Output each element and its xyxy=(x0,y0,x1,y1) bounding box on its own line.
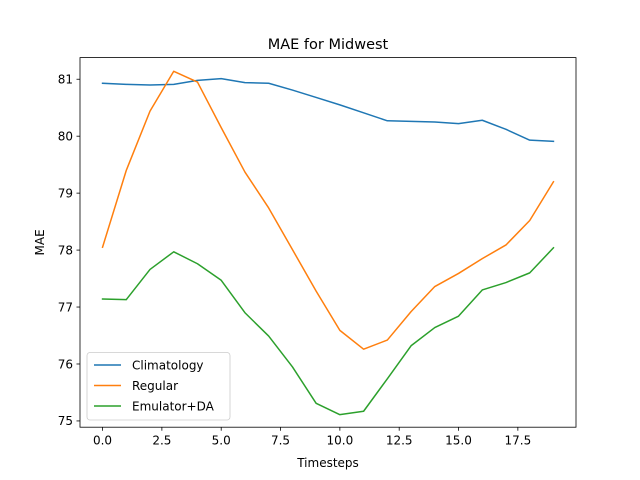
legend-label-climatology: Climatology xyxy=(132,358,204,372)
y-axis-label: MAE xyxy=(33,229,47,255)
x-tick-label: 0.0 xyxy=(93,434,112,448)
y-tick-label: 75 xyxy=(58,414,73,428)
y-tick-label: 76 xyxy=(58,357,73,371)
x-axis: 0.0 2.5 5.0 7.5 10.0 12.5 15.0 17.5 xyxy=(93,427,531,448)
x-tick-label: 15.0 xyxy=(445,434,472,448)
y-tick-label: 77 xyxy=(58,300,73,314)
plot-lines xyxy=(101,70,555,416)
series-line-emulator-da xyxy=(101,246,555,416)
series-line-climatology xyxy=(101,77,555,143)
x-tick-label: 10.0 xyxy=(327,434,354,448)
x-tick-label: 12.5 xyxy=(386,434,413,448)
x-axis-label: Timesteps xyxy=(296,456,359,470)
legend-box xyxy=(86,352,231,421)
x-tick-label: 7.5 xyxy=(271,434,290,448)
x-tick-label: 5.0 xyxy=(212,434,231,448)
series-line-regular xyxy=(101,70,555,350)
x-tick-label: 17.5 xyxy=(504,434,531,448)
y-tick-label: 80 xyxy=(58,129,73,143)
y-tick-label: 79 xyxy=(58,186,73,200)
x-tick-label: 2.5 xyxy=(152,434,171,448)
legend-label-emulator-da: Emulator+DA xyxy=(132,399,215,413)
y-tick-label: 78 xyxy=(58,243,73,257)
legend-label-regular: Regular xyxy=(132,379,178,393)
axes-frame xyxy=(79,57,577,428)
legend: Climatology Regular Emulator+DA xyxy=(86,352,231,421)
y-tick-label: 81 xyxy=(58,73,73,87)
chart-title: MAE for Midwest xyxy=(268,37,389,53)
y-axis: 75 76 77 78 79 80 81 xyxy=(58,73,80,428)
